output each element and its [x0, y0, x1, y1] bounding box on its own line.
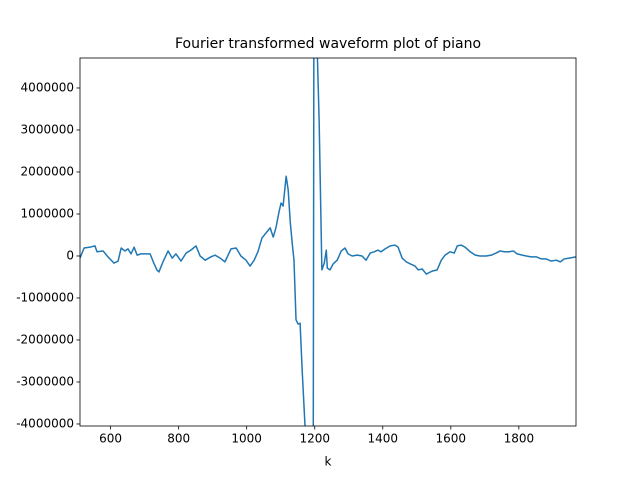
y-tick-label: 1000000	[21, 206, 74, 220]
y-tick-label: -4000000	[16, 416, 74, 430]
data-line	[80, 58, 576, 426]
y-tick-label: 4000000	[21, 80, 74, 94]
x-tick-label: 1400	[367, 432, 398, 446]
y-tick-label: 0	[66, 248, 74, 262]
chart-title: Fourier transformed waveform plot of pia…	[175, 36, 481, 52]
y-tick-label: -3000000	[16, 374, 74, 388]
y-tick-label: 2000000	[21, 164, 74, 178]
x-axis-label: k	[325, 455, 332, 469]
x-tick-label: 1600	[436, 432, 467, 446]
y-tick-label: 3000000	[21, 122, 74, 136]
x-tick-label: 1200	[299, 432, 330, 446]
x-tick-label: 1000	[231, 432, 262, 446]
y-tick-label: -1000000	[16, 290, 74, 304]
y-tick-label: -2000000	[16, 332, 74, 346]
x-tick-label: 600	[99, 432, 122, 446]
x-tick-label: 1800	[504, 432, 535, 446]
x-tick-label: 800	[167, 432, 190, 446]
plot-frame	[79, 57, 577, 427]
